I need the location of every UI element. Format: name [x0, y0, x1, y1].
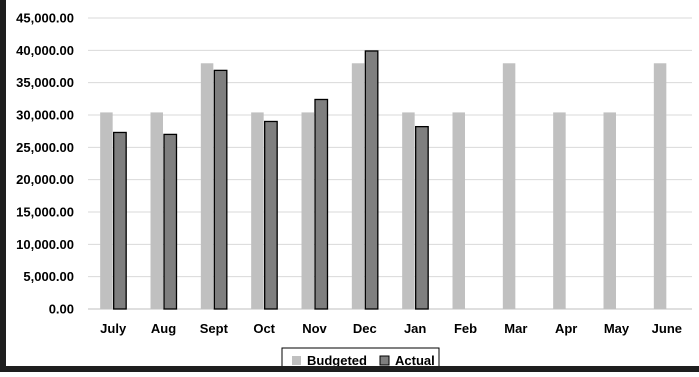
left-border	[0, 0, 6, 372]
bar-actual	[364, 50, 379, 310]
x-tick-label: Jan	[404, 321, 426, 336]
y-tick-label: 10,000.00	[16, 237, 74, 252]
bar-actual	[113, 131, 127, 310]
x-tick-label: Feb	[454, 321, 477, 336]
x-tick-label: June	[652, 321, 682, 336]
y-tick-label: 20,000.00	[16, 172, 74, 187]
x-tick-label: Nov	[302, 321, 327, 336]
x-tick-label: Aug	[151, 321, 176, 336]
bar-budgeted	[402, 112, 415, 309]
gridlines	[88, 17, 692, 310]
legend-swatch	[379, 355, 390, 366]
x-tick-label: May	[604, 321, 630, 336]
y-tick-label: 25,000.00	[16, 140, 74, 155]
x-tick-label: Oct	[253, 321, 275, 336]
x-tick-label: Dec	[353, 321, 377, 336]
legend-label: Budgeted	[307, 353, 367, 368]
bar-budgeted	[653, 63, 667, 310]
bar-budgeted	[251, 112, 264, 309]
bar-budgeted	[200, 63, 214, 310]
y-tick-label: 35,000.00	[16, 75, 74, 90]
y-tick-label: 15,000.00	[16, 205, 74, 220]
x-tick-label: Mar	[504, 321, 527, 336]
x-tick-label: Sept	[200, 321, 229, 336]
legend-swatch	[292, 356, 301, 365]
bar-actual	[415, 125, 429, 310]
bar-budgeted	[150, 112, 163, 309]
y-tick-label: 5,000.00	[23, 269, 74, 284]
bar-budgeted	[553, 112, 566, 309]
bar-actual	[264, 120, 278, 310]
bar-budgeted	[100, 112, 113, 309]
x-tick-label: July	[100, 321, 127, 336]
y-tick-label: 0.00	[49, 302, 74, 317]
bar-budgeted	[301, 112, 314, 309]
y-axis-ticks: 0.00 5,000.00 10,000.00 15,000.00 20,000.00 2…	[16, 11, 74, 317]
bar-actual	[213, 69, 228, 310]
bar-budgeted	[452, 112, 465, 309]
legend-label: Actual	[395, 353, 435, 368]
bar-actual	[314, 98, 329, 310]
bar-actual	[163, 133, 178, 310]
x-axis-ticks: July Aug Sept Oct Nov Dec Jan Feb Mar Apr May June	[100, 321, 682, 336]
bars	[100, 50, 667, 310]
x-tick-label: Apr	[555, 321, 577, 336]
bar-budgeted	[502, 63, 516, 310]
bottom-border	[0, 366, 699, 372]
y-tick-label: 45,000.00	[16, 11, 74, 26]
y-tick-label: 40,000.00	[16, 43, 74, 58]
bar-budgeted	[603, 112, 616, 309]
y-tick-label: 30,000.00	[16, 108, 74, 123]
bar-budgeted	[351, 63, 365, 310]
